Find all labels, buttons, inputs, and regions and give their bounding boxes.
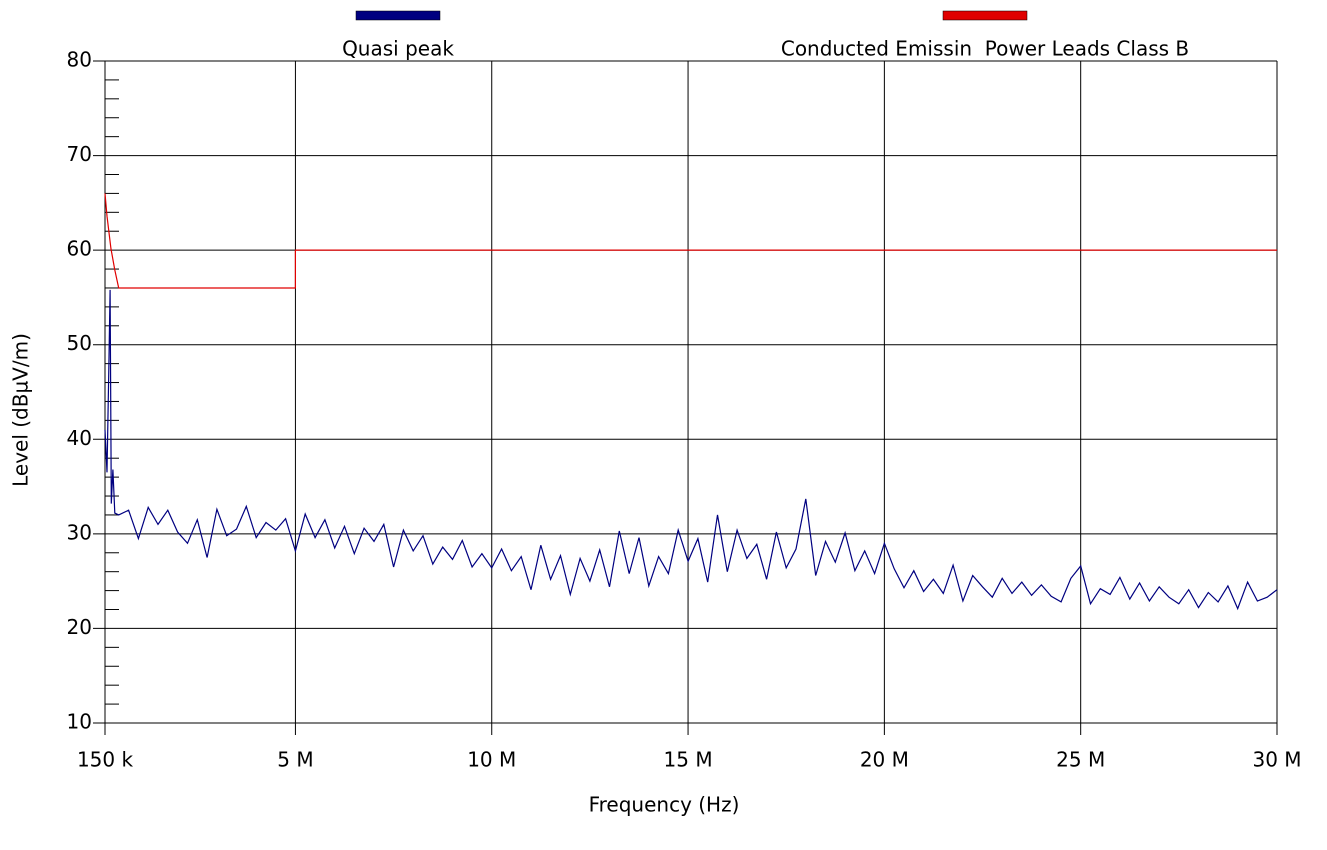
y-tick-label: 80 xyxy=(67,48,92,72)
x-tick-label: 15 M xyxy=(664,748,713,772)
legend-label: Conducted Emissin Power Leads Class B xyxy=(781,37,1189,61)
x-tick-label: 30 M xyxy=(1252,748,1301,772)
y-tick-label: 30 xyxy=(67,520,92,544)
y-tick-label: 10 xyxy=(67,710,92,734)
y-tick-label: 70 xyxy=(67,142,92,166)
x-tick-label: 150 k xyxy=(77,748,134,772)
x-tick-label: 25 M xyxy=(1056,748,1105,772)
y-tick-label: 50 xyxy=(67,331,92,355)
legend-swatch xyxy=(942,10,1028,21)
y-tick-label: 60 xyxy=(67,237,92,261)
series-line xyxy=(104,289,1278,611)
x-tick-label: 20 M xyxy=(860,748,909,772)
x-axis-title: Frequency (Hz) xyxy=(589,793,740,817)
legend-swatch xyxy=(355,10,441,21)
y-tick-label: 40 xyxy=(67,426,92,450)
legend-label: Quasi peak xyxy=(342,37,454,61)
series-line xyxy=(104,193,1277,289)
y-axis-title: Level (dBµV/m) xyxy=(9,333,33,487)
y-tick-label: 20 xyxy=(67,615,92,639)
x-tick-label: 10 M xyxy=(467,748,516,772)
x-tick-label: 5 M xyxy=(277,748,313,772)
